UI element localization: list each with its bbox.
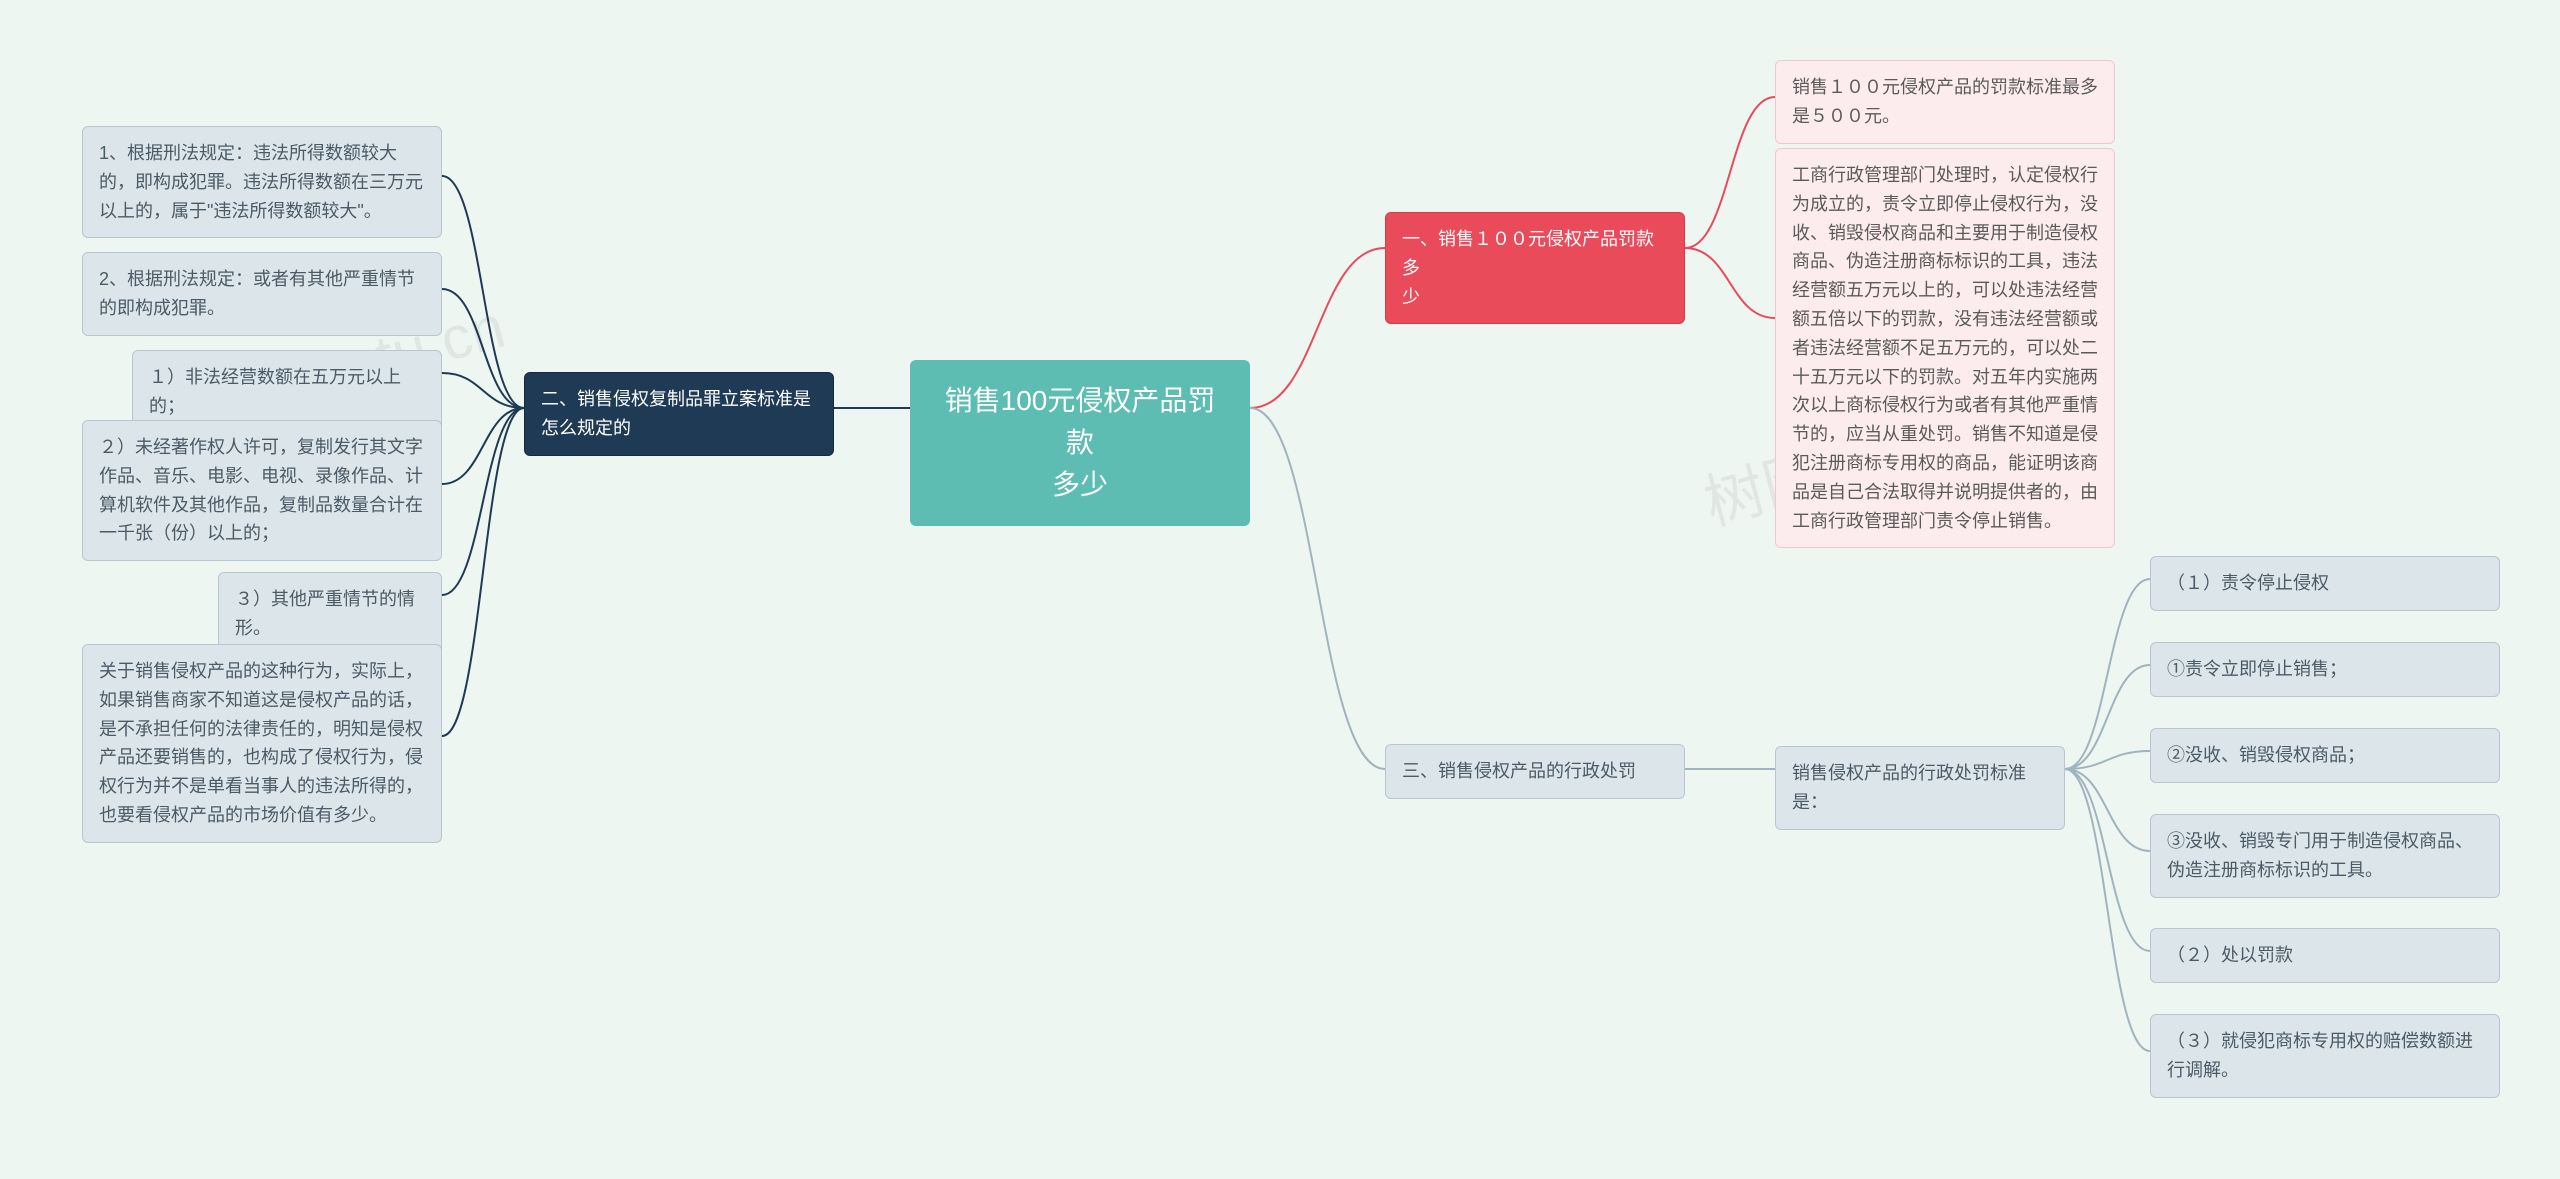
- mindmap-node: 销售侵权产品的行政处罚标准是：: [1775, 746, 2065, 830]
- mindmap-node: 2、根据刑法规定：或者有其他严重情节的即构成犯罪。: [82, 252, 442, 336]
- mindmap-node: 三、销售侵权产品的行政处罚: [1385, 744, 1685, 799]
- mindmap-node: 工商行政管理部门处理时，认定侵权行为成立的，责令立即停止侵权行为，没收、销毁侵权…: [1775, 148, 2115, 548]
- mindmap-node: （３）就侵犯商标专用权的赔偿数额进行调解。: [2150, 1014, 2500, 1098]
- mindmap-node: ②没收、销毁侵权商品；: [2150, 728, 2500, 783]
- mindmap-node: ①责令立即停止销售；: [2150, 642, 2500, 697]
- mindmap-node: （２）处以罚款: [2150, 928, 2500, 983]
- mindmap-node: （１）责令停止侵权: [2150, 556, 2500, 611]
- mindmap-node: 销售１００元侵权产品的罚款标准最多是５００元。: [1775, 60, 2115, 144]
- mindmap-node: 二、销售侵权复制品罪立案标准是 怎么规定的: [524, 372, 834, 456]
- mindmap-node: 1、根据刑法规定：违法所得数额较大的，即构成犯罪。违法所得数额在三万元以上的，属…: [82, 126, 442, 238]
- mindmap-node: 关于销售侵权产品的这种行为，实际上，如果销售商家不知道这是侵权产品的话，是不承担…: [82, 644, 442, 843]
- mindmap-node: ２）未经著作权人许可，复制发行其文字作品、音乐、电影、电视、录像作品、计算机软件…: [82, 420, 442, 561]
- mindmap-node: 销售100元侵权产品罚款 多少: [910, 360, 1250, 526]
- mindmap-node: 一、销售１００元侵权产品罚款多 少: [1385, 212, 1685, 324]
- mindmap-node: ③没收、销毁专门用于制造侵权商品、伪造注册商标标识的工具。: [2150, 814, 2500, 898]
